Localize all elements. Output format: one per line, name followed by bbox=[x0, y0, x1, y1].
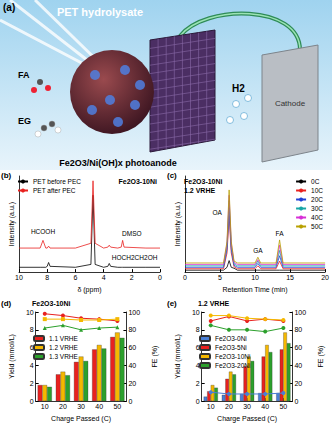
svg-text:Fe2O3-20Ni: Fe2O3-20Ni bbox=[215, 362, 250, 369]
svg-text:10: 10 bbox=[207, 403, 215, 410]
svg-text:50: 50 bbox=[279, 403, 287, 410]
svg-text:50C: 50C bbox=[311, 223, 323, 230]
svg-text:80: 80 bbox=[294, 326, 302, 333]
svg-text:6: 6 bbox=[73, 274, 77, 281]
svg-text:4: 4 bbox=[195, 362, 200, 369]
svg-text:Intensity (a.u.): Intensity (a.u.) bbox=[8, 202, 16, 246]
svg-text:Fe2O3-10Ni: Fe2O3-10Ni bbox=[118, 178, 157, 185]
svg-text:EG: EG bbox=[18, 116, 31, 126]
svg-text:2: 2 bbox=[30, 380, 34, 387]
svg-text:60: 60 bbox=[128, 344, 136, 351]
svg-text:Fe2O3-10Ni: Fe2O3-10Ni bbox=[184, 178, 223, 185]
svg-text:DMSO: DMSO bbox=[122, 230, 142, 237]
svg-text:1.3 VRHE: 1.3 VRHE bbox=[49, 353, 79, 360]
svg-text:8: 8 bbox=[196, 326, 200, 333]
svg-text:60: 60 bbox=[294, 344, 302, 351]
svg-text:FE (%): FE (%) bbox=[317, 346, 325, 368]
svg-text:20: 20 bbox=[321, 274, 329, 281]
svg-text:30C: 30C bbox=[311, 205, 323, 212]
svg-text:20C: 20C bbox=[311, 196, 323, 203]
svg-text:50: 50 bbox=[113, 403, 121, 410]
svg-text:Fe2O3/Ni(OH)x photoanode: Fe2O3/Ni(OH)x photoanode bbox=[59, 158, 177, 168]
svg-text:H2: H2 bbox=[232, 83, 245, 94]
svg-text:100: 100 bbox=[294, 309, 306, 316]
svg-text:40: 40 bbox=[261, 403, 269, 410]
svg-text:6: 6 bbox=[195, 344, 200, 352]
svg-text:0: 0 bbox=[128, 398, 132, 405]
svg-text:80: 80 bbox=[128, 326, 136, 333]
svg-text:δ (ppm): δ (ppm) bbox=[77, 286, 101, 294]
svg-text:40: 40 bbox=[128, 362, 136, 369]
svg-text:4: 4 bbox=[30, 362, 34, 369]
svg-text:(a): (a) bbox=[3, 2, 15, 13]
svg-text:8: 8 bbox=[30, 326, 34, 333]
svg-text:15: 15 bbox=[286, 274, 294, 281]
svg-text:2: 2 bbox=[130, 274, 134, 281]
svg-text:HOCH2CH2OH: HOCH2CH2OH bbox=[112, 254, 158, 261]
svg-text:20: 20 bbox=[294, 380, 302, 387]
svg-text:PET after PEC: PET after PEC bbox=[33, 187, 76, 194]
svg-text:0: 0 bbox=[196, 398, 200, 405]
svg-text:20: 20 bbox=[128, 380, 136, 387]
svg-text:Yield (mmol/L): Yield (mmol/L) bbox=[8, 334, 16, 379]
svg-text:Fe2O3-0Ni: Fe2O3-0Ni bbox=[215, 335, 247, 342]
svg-text:FA: FA bbox=[276, 230, 285, 237]
svg-text:OA: OA bbox=[213, 209, 223, 216]
svg-text:PET hydrolysate: PET hydrolysate bbox=[57, 6, 143, 18]
svg-text:Fe2O3-10Ni: Fe2O3-10Ni bbox=[32, 300, 71, 307]
svg-text:Intensity (a.u.): Intensity (a.u.) bbox=[174, 202, 182, 246]
svg-text:GA: GA bbox=[253, 247, 263, 254]
svg-text:20: 20 bbox=[59, 403, 67, 410]
svg-text:Charge Passed (C): Charge Passed (C) bbox=[217, 415, 277, 423]
svg-text:10: 10 bbox=[251, 274, 259, 281]
svg-text:30: 30 bbox=[243, 403, 251, 410]
svg-text:0: 0 bbox=[158, 274, 162, 281]
svg-text:PET before PEC: PET before PEC bbox=[33, 178, 81, 185]
svg-text:0: 0 bbox=[183, 274, 187, 281]
svg-text:20: 20 bbox=[225, 403, 233, 410]
svg-text:1.2 VRHE: 1.2 VRHE bbox=[49, 344, 79, 351]
svg-text:Retention Time (min): Retention Time (min) bbox=[223, 286, 288, 294]
svg-text:100: 100 bbox=[128, 309, 140, 316]
svg-text:1.2 VRHE: 1.2 VRHE bbox=[184, 187, 215, 194]
svg-text:0C: 0C bbox=[311, 178, 320, 185]
svg-text:(c): (c) bbox=[167, 171, 177, 180]
svg-text:Fe2O3-5Ni: Fe2O3-5Ni bbox=[215, 344, 247, 351]
svg-text:10: 10 bbox=[15, 274, 23, 281]
svg-text:10: 10 bbox=[192, 309, 200, 316]
svg-text:4: 4 bbox=[102, 274, 106, 281]
svg-text:0: 0 bbox=[30, 398, 34, 405]
svg-text:HCOOH: HCOOH bbox=[31, 228, 56, 235]
svg-text:Charge Passed (C): Charge Passed (C) bbox=[51, 415, 111, 423]
svg-text:40: 40 bbox=[95, 403, 103, 410]
svg-text:5: 5 bbox=[218, 274, 222, 281]
svg-text:Cathode: Cathode bbox=[275, 99, 306, 108]
svg-text:FE (%): FE (%) bbox=[151, 346, 159, 368]
svg-text:30: 30 bbox=[77, 403, 85, 410]
svg-text:(b): (b) bbox=[1, 171, 12, 180]
svg-text:(e): (e) bbox=[167, 299, 177, 308]
svg-text:10: 10 bbox=[41, 403, 49, 410]
svg-text:Fe2O3-10Ni: Fe2O3-10Ni bbox=[215, 353, 250, 360]
svg-text:2: 2 bbox=[196, 380, 200, 387]
svg-text:10C: 10C bbox=[311, 187, 323, 194]
svg-text:0: 0 bbox=[294, 398, 298, 405]
svg-text:1.1 VRHE: 1.1 VRHE bbox=[49, 335, 79, 342]
svg-text:(d): (d) bbox=[1, 299, 12, 308]
svg-text:10: 10 bbox=[26, 309, 34, 316]
svg-text:Yield (mmol/L): Yield (mmol/L) bbox=[174, 334, 182, 379]
svg-text:40C: 40C bbox=[311, 214, 323, 221]
svg-text:8: 8 bbox=[45, 274, 49, 281]
svg-text:1.2 VRHE: 1.2 VRHE bbox=[198, 300, 229, 307]
svg-text:6: 6 bbox=[29, 344, 34, 352]
svg-text:FA: FA bbox=[18, 70, 30, 80]
svg-text:40: 40 bbox=[294, 362, 302, 369]
